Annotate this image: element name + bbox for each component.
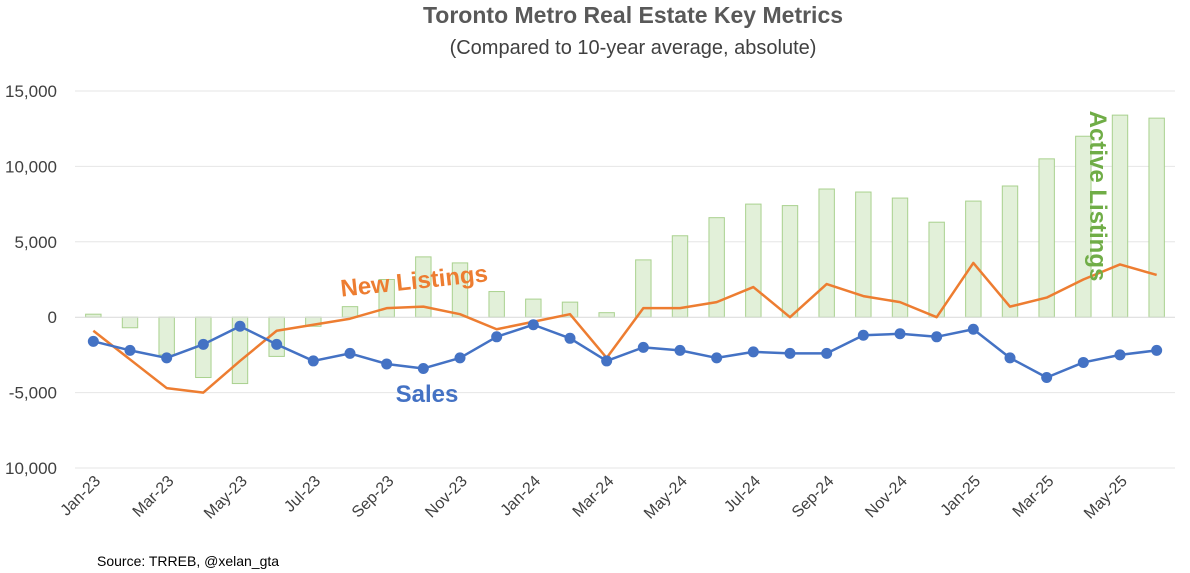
sales-point xyxy=(527,319,539,331)
active-listings-bar xyxy=(1111,114,1129,318)
sales-point xyxy=(161,352,173,364)
sales-point xyxy=(454,352,466,364)
sales-path xyxy=(93,323,1157,379)
sales-point xyxy=(1004,352,1016,364)
sales-line xyxy=(87,319,1163,384)
sales-point xyxy=(197,338,209,350)
sales-point xyxy=(417,362,429,374)
x-tick-label: May-23 xyxy=(201,473,251,523)
sales-point xyxy=(601,355,613,367)
x-tick-label: May-25 xyxy=(1081,473,1131,523)
active-listings-bar xyxy=(818,188,835,318)
sales-point xyxy=(637,341,649,353)
y-tick-label: 15,000 xyxy=(5,82,57,101)
sales-label: Sales xyxy=(396,381,459,408)
sales-point xyxy=(564,332,576,344)
sales-point xyxy=(1151,344,1163,356)
active-listings-bar xyxy=(745,203,762,318)
sales-point xyxy=(674,344,686,356)
sales-point xyxy=(1041,372,1053,384)
active-listings-bar xyxy=(891,197,909,318)
y-tick-label: 0 xyxy=(48,308,57,327)
sales-point xyxy=(124,344,136,356)
x-tick-label: May-24 xyxy=(641,473,691,523)
y-tick-label: 10,000 xyxy=(5,157,57,176)
active-listings-bar xyxy=(525,298,542,318)
chart-title: Toronto Metro Real Estate Key Metrics xyxy=(423,2,843,28)
x-tick-label: Jan-24 xyxy=(498,473,545,520)
x-tick-label: Mar-23 xyxy=(130,473,178,521)
active-listings-bar xyxy=(928,221,945,318)
active-listings-bar xyxy=(341,306,359,318)
chart-subtitle: (Compared to 10-year average, absolute) xyxy=(450,37,817,59)
sales-point xyxy=(857,329,869,341)
active-listings-bar xyxy=(671,235,689,318)
active-listings-bar xyxy=(598,312,615,318)
sales-point xyxy=(784,347,796,359)
sales-point xyxy=(1077,356,1089,368)
x-tick-label: Sep-23 xyxy=(349,473,398,522)
active-listings-bar xyxy=(1038,158,1055,318)
sales-point xyxy=(747,346,759,358)
x-axis: Jan-23 Mar-23 May-23 Jul-23 Sep-23 Nov-23 Jan-… xyxy=(58,473,1131,523)
new-listings-line xyxy=(92,261,1158,394)
x-tick-label: Jul-23 xyxy=(281,473,324,516)
sales-point xyxy=(491,331,503,343)
active-listings-bar xyxy=(121,316,139,329)
sales-point xyxy=(967,323,979,335)
source-note: Source: TRREB, @xelan_gta xyxy=(97,553,279,569)
x-tick-label: Nov-23 xyxy=(422,473,471,522)
active-listings-bars xyxy=(85,114,1165,385)
y-tick-label: -5,000 xyxy=(9,384,57,403)
active-listings-label: Active Listings xyxy=(1084,111,1111,282)
sales-point xyxy=(87,335,99,347)
x-tick-label: Jul-24 xyxy=(721,473,764,516)
sales-point xyxy=(894,328,906,340)
sales-point xyxy=(711,352,723,364)
sales-point xyxy=(821,347,833,359)
x-tick-label: Jan-23 xyxy=(58,473,105,520)
sales-point xyxy=(931,331,943,343)
sales-point xyxy=(344,347,356,359)
sales-point xyxy=(234,320,246,332)
y-tick-label: 5,000 xyxy=(14,233,57,252)
y-tick-label: 10,000 xyxy=(5,459,57,478)
active-listings-bar xyxy=(158,316,175,356)
gridlines xyxy=(75,90,1175,469)
active-listings-bar xyxy=(855,191,872,318)
sales-point xyxy=(1114,349,1126,361)
new-listings-path xyxy=(92,261,1158,394)
x-tick-label: Mar-24 xyxy=(570,473,618,521)
y-axis: 15,000 10,000 5,000 0 -5,000 10,000 xyxy=(5,82,57,478)
active-listings-bar xyxy=(1001,185,1019,318)
active-listings-bar xyxy=(488,291,505,318)
x-tick-label: Mar-25 xyxy=(1010,473,1058,521)
x-tick-label: Nov-24 xyxy=(862,473,911,522)
sales-point xyxy=(381,358,393,370)
active-listings-bar xyxy=(1148,117,1165,318)
sales-point xyxy=(271,338,283,350)
active-listings-bar xyxy=(965,200,982,318)
x-tick-label: Jan-25 xyxy=(938,473,985,520)
x-tick-label: Sep-24 xyxy=(789,473,838,522)
sales-point xyxy=(307,355,319,367)
active-listings-bar xyxy=(781,205,799,318)
